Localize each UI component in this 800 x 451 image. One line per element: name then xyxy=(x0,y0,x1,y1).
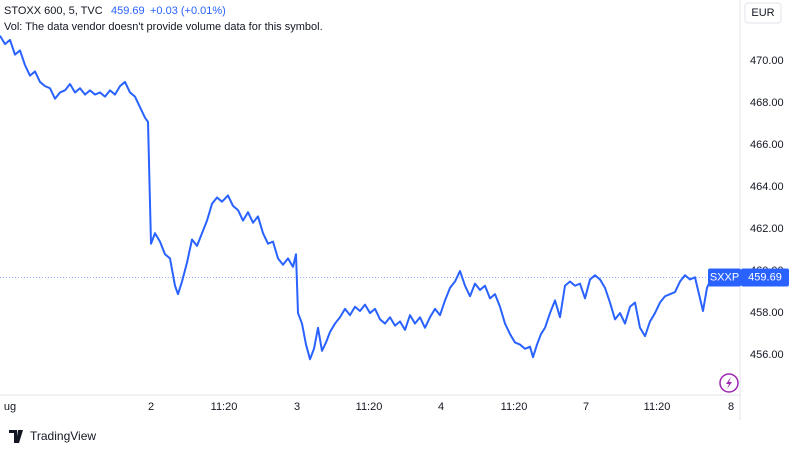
y-tick-label: 456.00 xyxy=(750,349,784,361)
y-tick-label: 470.00 xyxy=(750,55,784,67)
symbol: STOXX 600, 5, TVC xyxy=(4,5,103,17)
x-tick-label: 11:20 xyxy=(356,401,383,413)
change: +0.03 (+0.01%) xyxy=(150,5,226,17)
x-tick-label: 11:20 xyxy=(644,401,671,413)
series-tag: SXXP xyxy=(710,271,739,283)
series-tag-bg xyxy=(708,268,741,287)
x-tick-label: 8 xyxy=(728,401,734,413)
price-line xyxy=(0,35,716,361)
y-tick-label: 464.00 xyxy=(750,181,784,193)
x-tick-label: ug xyxy=(4,401,16,413)
x-tick-label: 4 xyxy=(438,401,444,413)
price-tag: 459.69 xyxy=(748,271,782,283)
volume-note: Vol: The data vendor doesn't provide vol… xyxy=(4,21,323,33)
y-tick-label: 466.00 xyxy=(750,139,784,151)
last-price: 459.69 xyxy=(111,5,145,17)
currency: EUR xyxy=(751,7,774,19)
brand: TradingView xyxy=(30,429,96,443)
brand-logo xyxy=(9,430,23,443)
x-tick-label: 3 xyxy=(294,401,300,413)
currency-button[interactable] xyxy=(744,2,782,24)
plot: 456.00458.00460.00462.00464.00466.00468.… xyxy=(0,35,789,413)
x-tick-label: 11:20 xyxy=(501,401,528,413)
x-tick-label: 7 xyxy=(583,401,589,413)
y-tick-label: 458.00 xyxy=(750,307,784,319)
lightning-glyph xyxy=(726,377,732,389)
x-tick-label: 11:20 xyxy=(211,401,238,413)
overlay: STOXX 600, 5, TVC 459.69 +0.03 (+0.01%) … xyxy=(4,2,782,443)
price-tag-bg xyxy=(741,268,789,287)
x-tick-label: 2 xyxy=(148,401,154,413)
y-tick-label: 462.00 xyxy=(750,223,784,235)
y-tick-label: 468.00 xyxy=(750,97,784,109)
